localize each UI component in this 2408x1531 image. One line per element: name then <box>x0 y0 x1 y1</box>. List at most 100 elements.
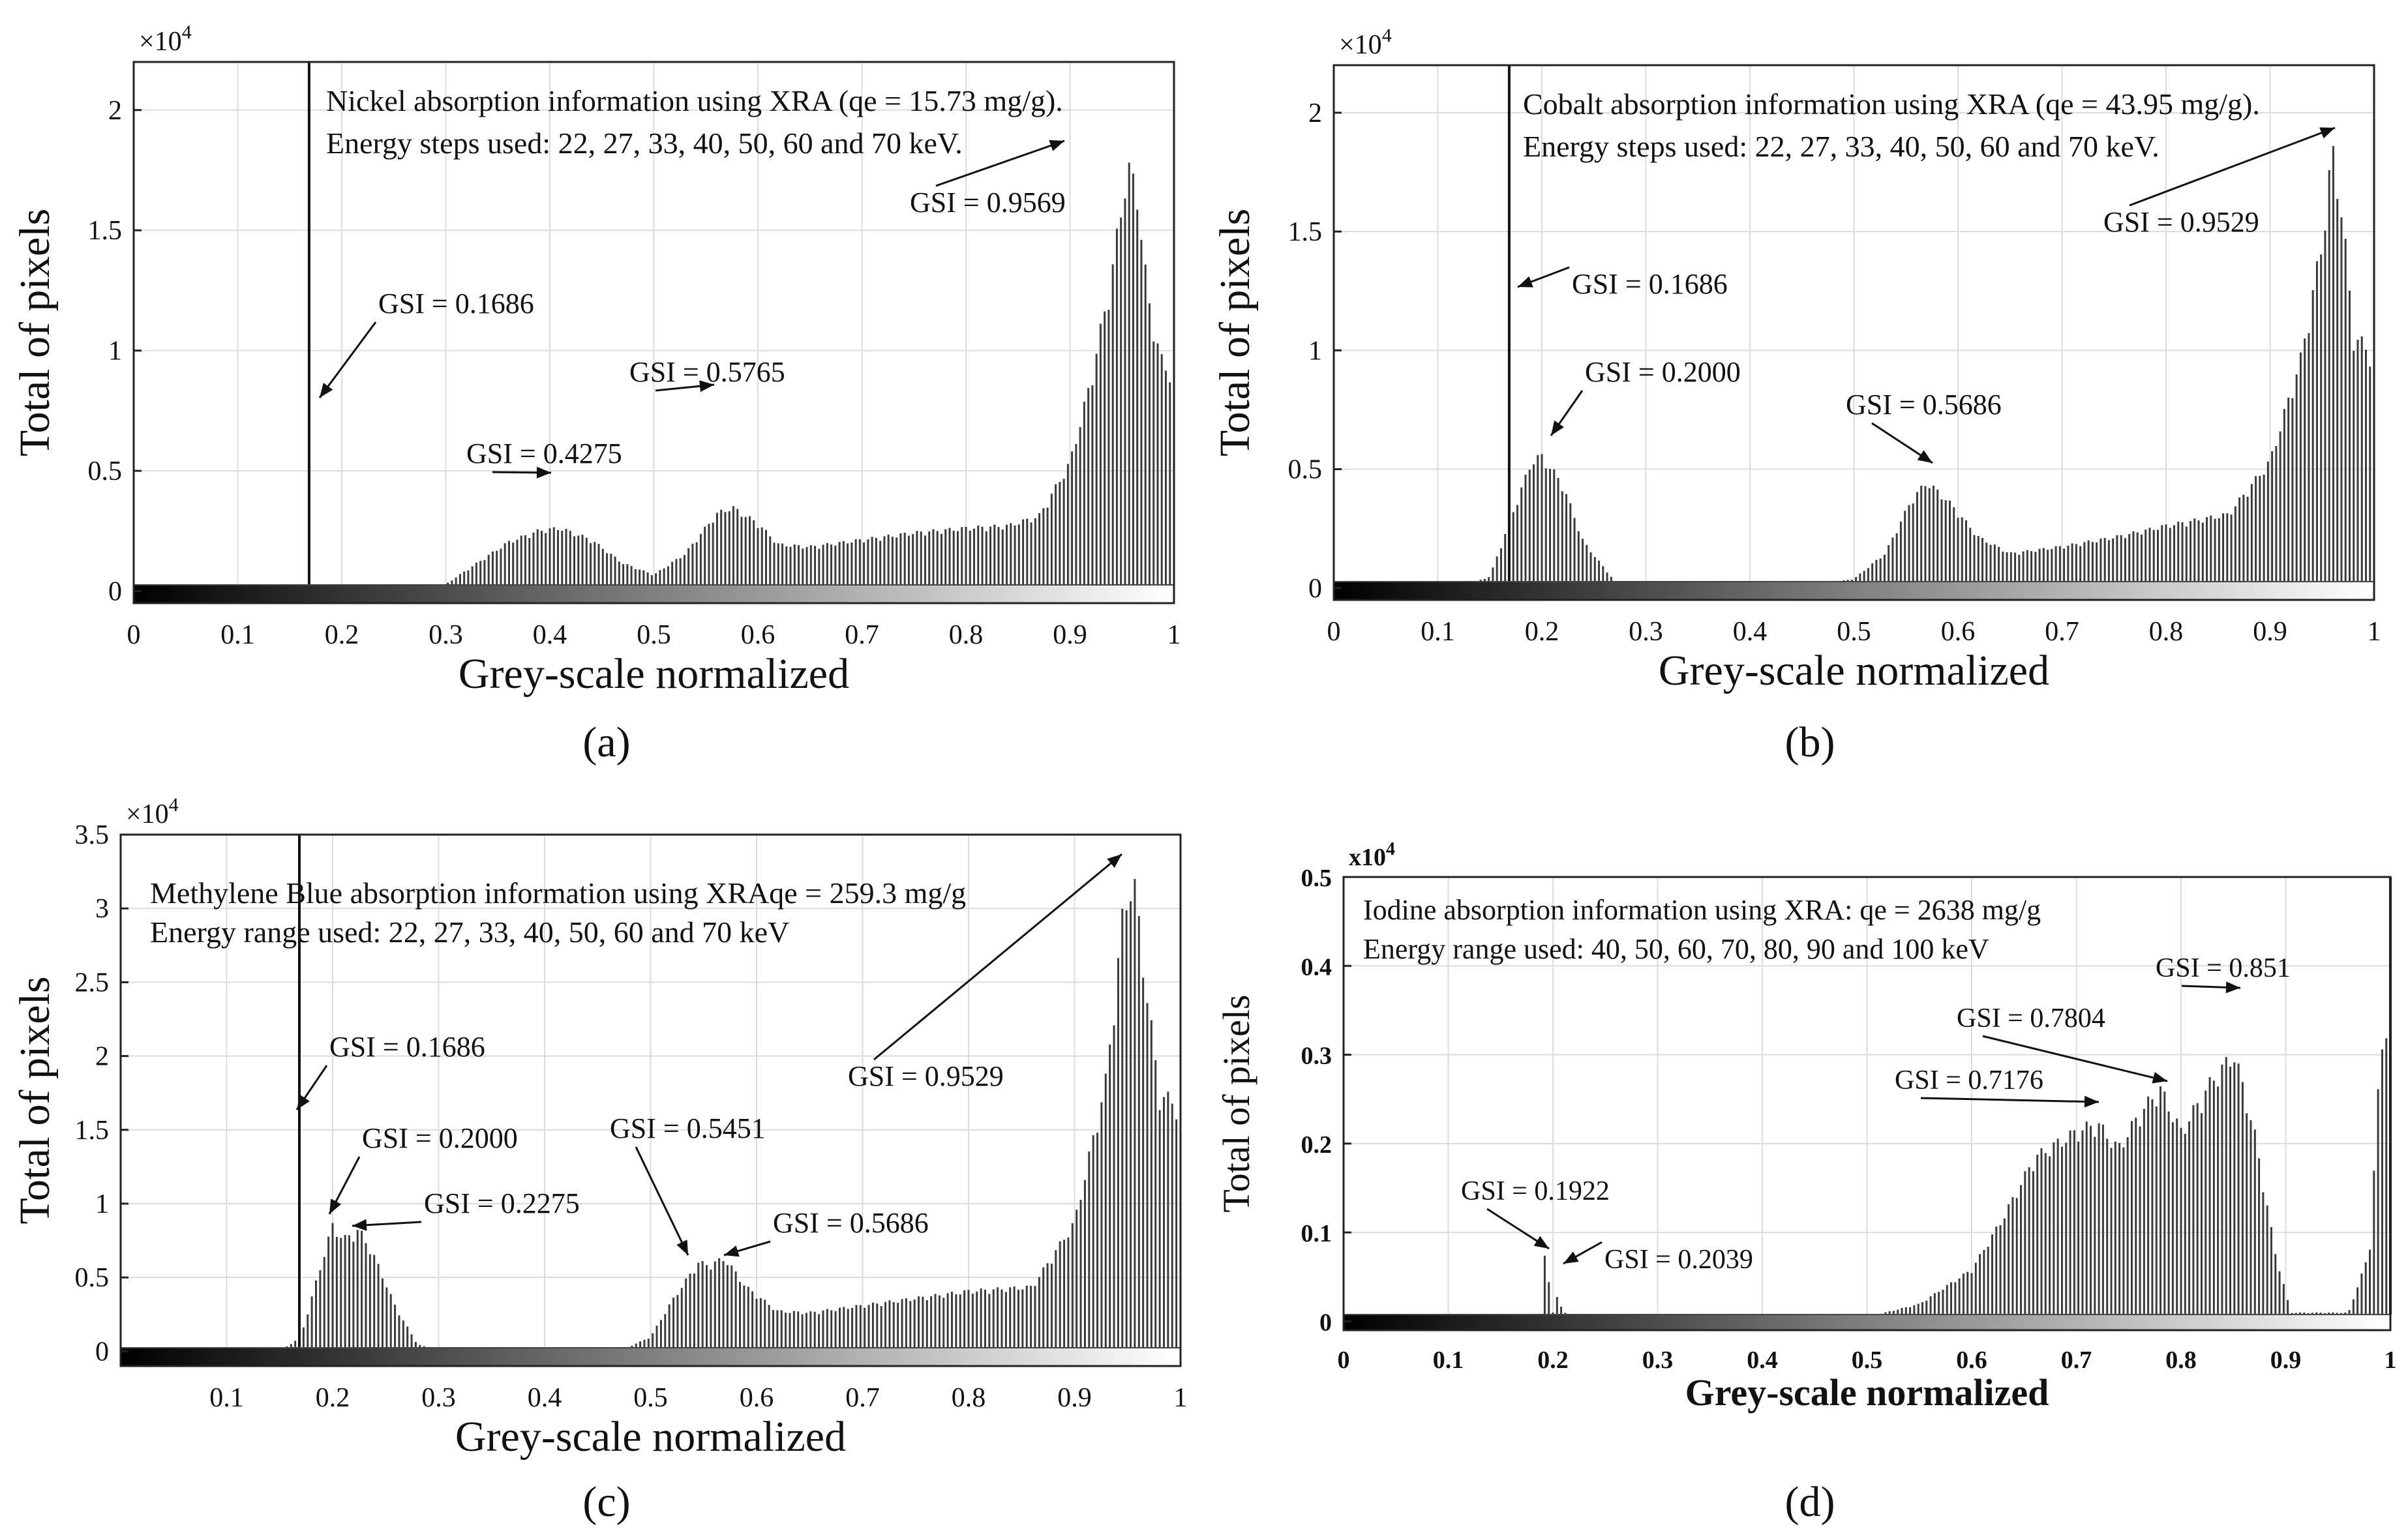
annotation-arrowhead <box>1107 854 1122 868</box>
y-axis-label: Total of pixels <box>11 976 59 1224</box>
grid-lines <box>121 834 1181 1366</box>
x-axis-label: Grey-scale normalized <box>1685 1371 2049 1414</box>
y-tick-label: 0.4 <box>1301 953 1332 981</box>
x-tick-label: 0.8 <box>949 620 984 650</box>
y-tick-label: 1.5 <box>75 1116 110 1146</box>
x-tick-label: 0.6 <box>1941 617 1976 647</box>
gsi-annotation: GSI = 0.5686 <box>1846 389 2002 421</box>
annotation-arrowhead <box>724 1245 740 1257</box>
gsi-annotation: GSI = 0.9529 <box>848 1060 1004 1092</box>
x-ticks: 0 0.1 0.2 0.3 0.4 0.5 0.6 0.7 0.8 0.9 1 <box>1327 617 2381 647</box>
chart-subtitle: Energy steps used: 22, 27, 33, 40, 50, 6… <box>326 126 963 160</box>
plot-frame <box>1342 876 2392 1331</box>
x-tick-label: 0.5 <box>637 620 671 650</box>
y-tick-label: 0.5 <box>1288 455 1323 485</box>
y-multiplier-exponent: 4 <box>1386 839 1395 859</box>
x-tick-label: 0.1 <box>209 1383 244 1413</box>
y-multiplier-base: ×10 <box>139 27 182 57</box>
annotation-arrow <box>2129 126 2336 207</box>
panel-label-c: (c) <box>582 1478 630 1526</box>
y-ticks: 0 0.5 1 1.5 2 2.5 3 3.5 <box>75 820 128 1367</box>
x-tick-label: 0.6 <box>1956 1346 1987 1374</box>
annotation-arrowhead <box>1533 1236 1549 1249</box>
x-tick-label: 1 <box>2368 617 2381 647</box>
x-tick-label: 1 <box>2385 1346 2397 1374</box>
y-tick-label: 0.5 <box>1301 865 1332 892</box>
chart-panel-d: 0 0.1 0.2 0.3 0.4 0.5 0.6 0.7 0.8 0.9 1 0 0.1 0.2 0.3… <box>1215 839 2397 1526</box>
x-tick-label: 0.8 <box>2165 1346 2197 1374</box>
annotation-arrow <box>318 321 377 398</box>
annotation-arrowhead <box>2084 1095 2099 1108</box>
x-tick-label: 0.2 <box>1525 617 1559 647</box>
annotations: GSI = 0.1922 GSI = 0.2039 GSI = 0.7176 GSI … <box>1461 953 2291 1275</box>
annotations: GSI = 0.1686 GSI = 0.2000 GSI = 0.2275 GSI … <box>295 853 1122 1257</box>
y-tick-label: 0 <box>1308 574 1322 604</box>
panel-label-d: (d) <box>1785 1478 1835 1526</box>
annotation-arrowhead <box>297 1094 310 1110</box>
gsi-annotation: GSI = 0.2000 <box>1585 356 1741 388</box>
x-tick-label: 0 <box>1338 1346 1350 1374</box>
x-tick-label: 0.9 <box>2253 617 2287 647</box>
y-multiplier-exponent: 4 <box>169 794 179 816</box>
plot-frame <box>132 61 1175 604</box>
y-multiplier-base: ×10 <box>1339 30 1382 60</box>
chart-panel-c: 0.1 0.2 0.3 0.4 0.5 0.6 0.7 0.8 0.9 1 0 0.5 1 1.5 2 2.… <box>11 794 1188 1526</box>
y-tick-label: 3 <box>95 894 109 924</box>
y-tick-label: 0 <box>108 577 122 607</box>
x-ticks: 0 0.1 0.2 0.3 0.4 0.5 0.6 0.7 0.8 0.9 1 <box>1338 1346 2397 1374</box>
annotation-arrowhead <box>329 1198 342 1214</box>
x-axis-label: Grey-scale normalized <box>459 650 849 698</box>
y-tick-label: 1 <box>108 336 122 366</box>
grey-scale-colorbar <box>1333 581 2375 601</box>
annotation-arrow <box>1920 1097 2099 1103</box>
chart-title: Cobalt absorption information using XRA … <box>1523 87 2260 121</box>
y-tick-label: 2 <box>1308 98 1322 128</box>
x-tick-label: 0.7 <box>845 1383 880 1413</box>
y-multiplier-exponent: 4 <box>182 22 192 43</box>
annotation-arrowhead <box>1917 450 1933 463</box>
x-tick-label: 0.5 <box>1837 617 1871 647</box>
histogram-bars <box>414 162 1175 591</box>
gsi-annotation: GSI = 0.1922 <box>1461 1176 1610 1206</box>
annotation-arrow <box>1982 1035 2168 1082</box>
histogram-bars <box>1459 145 2375 588</box>
panel-label-b: (b) <box>1785 719 1835 766</box>
annotation-arrowhead <box>1551 420 1564 436</box>
annotation-arrowhead <box>1518 276 1533 288</box>
plot-frame <box>1332 64 2375 601</box>
annotations: GSI = 0.1686 GSI = 0.2000 GSI = 0.5686 GSI … <box>1517 126 2336 464</box>
x-ticks: 0 0.1 0.2 0.3 0.4 0.5 0.6 0.7 0.8 0.9 1 <box>127 620 1181 650</box>
chart-subtitle: Energy range used: 22, 27, 33, 40, 50, 6… <box>150 915 789 949</box>
y-tick-label: 0.5 <box>75 1263 110 1293</box>
chart-subtitle: Energy steps used: 22, 27, 33, 40, 50, 6… <box>1523 130 2160 163</box>
x-tick-label: 0.3 <box>1642 1346 1674 1374</box>
gsi-annotation: GSI = 0.2275 <box>424 1187 580 1219</box>
y-multiplier-base: x10 <box>1349 844 1386 871</box>
y-multiplier-exponent: 4 <box>1382 25 1392 46</box>
x-tick-label: 0.9 <box>1053 620 1087 650</box>
gsi-annotation: GSI = 0.9529 <box>2103 206 2259 238</box>
y-tick-label: 2 <box>108 96 122 126</box>
x-tick-label: 0.4 <box>533 620 567 650</box>
y-axis-label: Total of pixels <box>1211 209 1259 456</box>
y-tick-label: 0.3 <box>1301 1043 1332 1070</box>
y-tick-label: 3.5 <box>75 820 110 850</box>
annotation-arrow <box>635 1146 689 1256</box>
x-tick-label: 0.3 <box>429 620 463 650</box>
y-multiplier: ×104 <box>139 22 192 57</box>
gsi-annotation: GSI = 0.2000 <box>362 1122 518 1154</box>
gsi-annotation: GSI = 0.1686 <box>329 1031 485 1063</box>
grey-scale-colorbar <box>133 584 1175 604</box>
y-tick-label: 0 <box>1319 1309 1332 1336</box>
annotation-arrowhead <box>2225 981 2240 994</box>
chart-subtitle: Energy range used: 40, 50, 60, 70, 80, 9… <box>1363 933 1989 965</box>
x-tick-label: 0.5 <box>633 1383 668 1413</box>
chart-panel-a: 0 0.1 0.2 0.3 0.4 0.5 0.6 0.7 0.8 0.9 1 00.511.52 … <box>11 22 1181 766</box>
x-tick-label: 0.7 <box>845 620 879 650</box>
y-tick-label: 0.1 <box>1301 1220 1332 1247</box>
y-tick-label: 1.5 <box>1288 217 1323 247</box>
x-tick-label: 0.8 <box>2149 617 2184 647</box>
annotation-arrowhead <box>1049 140 1064 151</box>
annotations: GSI = 0.1686 GSI = 0.4275 GSI = 0.5765 GSI … <box>318 140 1066 479</box>
